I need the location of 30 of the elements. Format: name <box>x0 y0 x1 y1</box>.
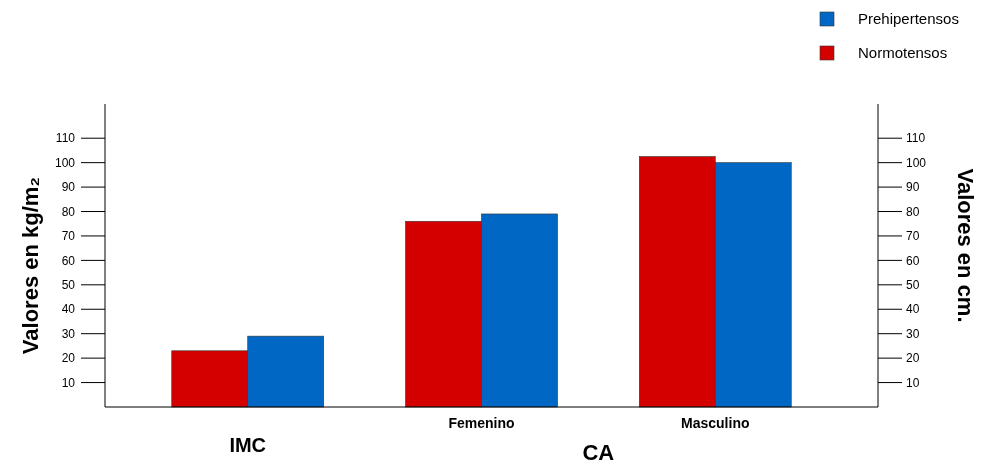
y2-tick-label: 100 <box>906 155 927 170</box>
y-tick-label: 30 <box>61 326 76 341</box>
y-tick-label: 40 <box>61 302 76 317</box>
y2-tick-label: 20 <box>906 351 920 366</box>
y2-tick-label: 40 <box>906 302 920 317</box>
x-axis-title: CA <box>582 440 615 464</box>
y2-tick-label: 30 <box>906 326 920 341</box>
y2-tick-label: 60 <box>906 253 920 268</box>
y-tick-label: 70 <box>61 229 76 244</box>
y-tick-label: 50 <box>61 278 76 293</box>
y-tick-label: 60 <box>61 253 76 268</box>
y2-axis-title: Valores en cm. <box>953 168 978 323</box>
y-tick-label: 20 <box>61 351 76 366</box>
y2-tick-label: 70 <box>906 229 920 244</box>
x-tick-label: Masculino <box>681 415 750 431</box>
y2-tick-label: 80 <box>906 204 920 219</box>
legend-label: Prehipertensos <box>858 10 959 28</box>
y-tick-label: 80 <box>61 204 76 219</box>
x-tick-label: IMC <box>229 434 267 456</box>
legend-label: Normotensos <box>858 44 948 62</box>
y2-tick-label: 10 <box>906 375 920 390</box>
y2-tick-label: 50 <box>906 278 920 293</box>
y2-tick-label: 90 <box>906 180 920 195</box>
y-axis-title: Valores en kg/m₂ <box>18 176 43 355</box>
y-tick-label: 110 <box>55 131 76 146</box>
y-tick-label: 90 <box>61 180 76 195</box>
y-tick-label: 100 <box>54 155 76 170</box>
y-tick-label: 10 <box>61 375 76 390</box>
x-tick-label: Femenino <box>448 415 515 431</box>
y2-tick-label: 110 <box>906 131 926 146</box>
